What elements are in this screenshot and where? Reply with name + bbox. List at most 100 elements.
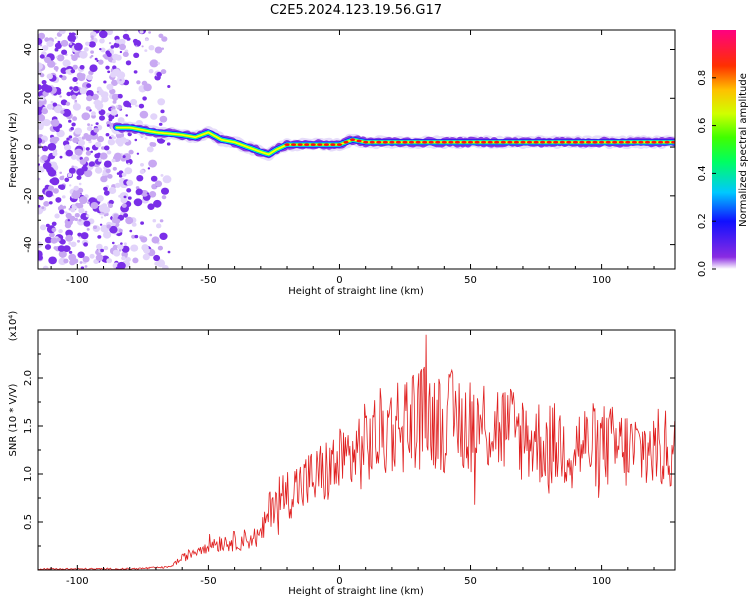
spectrogram-peak-point <box>461 140 467 144</box>
spectrogram-noise-speckle <box>77 136 82 141</box>
spectrogram-noise-speckle <box>69 184 72 187</box>
spectrogram-peak-point <box>671 140 675 144</box>
spectrogram-noise-speckle <box>139 110 149 119</box>
spectrogram-noise-speckle <box>79 196 88 205</box>
spectrogram-noise-speckle <box>83 242 88 247</box>
spectrogram-noise-speckle <box>103 190 110 196</box>
spectrogram-noise-speckle <box>81 112 91 121</box>
figure-title: C2E5.2024.123.19.56.G17 <box>270 3 442 18</box>
spectrogram-noise-speckle <box>152 219 157 223</box>
snr-y-tick-label: 0.5 <box>23 514 34 530</box>
spectrogram-noise-speckle <box>124 247 129 252</box>
colorbar-tick-label: 0.8 <box>697 70 708 86</box>
spectrogram-noise-speckle <box>64 144 72 151</box>
spectrogram-noise-speckle <box>133 198 143 207</box>
spectrogram-peak-point <box>382 140 388 144</box>
spectrogram-noise-speckle <box>113 213 119 219</box>
spectrogram-x-tick-label: 0 <box>336 275 342 286</box>
spectrogram-peak-point <box>323 143 329 147</box>
spectrogram-noise-speckle <box>77 251 85 259</box>
spectrogram-noise-speckle <box>99 38 105 44</box>
spectrogram-noise-speckle <box>68 250 73 254</box>
spectrogram-noise-speckle <box>95 254 104 262</box>
spectrogram-noise-speckle <box>103 80 107 84</box>
spectrogram-noise-speckle <box>78 207 85 214</box>
spectrogram-peak-point <box>553 140 559 144</box>
spectrogram-noise-speckle <box>52 188 59 194</box>
spectrogram-noise-speckle <box>107 174 113 179</box>
spectrogram-noise-speckle <box>82 256 90 263</box>
spectrogram-noise-speckle <box>117 93 123 99</box>
spectrogram-noise-speckle <box>89 64 98 72</box>
spectrogram-noise-speckle <box>90 150 93 153</box>
spectrogram-noise-speckle <box>158 33 164 38</box>
spectrogram-peak-point <box>520 140 526 144</box>
spectrogram-peak-point <box>317 143 323 147</box>
spectrogram-noise-speckle <box>118 249 122 252</box>
spectrogram-noise-speckle <box>105 50 111 55</box>
spectrogram-noise-speckle <box>61 175 65 178</box>
spectrogram-noise-speckle <box>157 245 163 251</box>
spectrogram-noise-speckle <box>149 59 159 68</box>
spectrogram-noise-speckle <box>71 122 76 127</box>
spectrogram-noise-speckle <box>133 70 138 74</box>
spectrogram-noise-speckle <box>48 256 57 265</box>
spectrogram-noise-speckle <box>79 50 88 59</box>
spectrogram-noise-speckle <box>50 161 58 168</box>
spectrogram-peak-point <box>284 143 290 147</box>
spectrogram-peak-point <box>494 140 500 144</box>
snr-y-tick-label: 1.5 <box>23 418 34 434</box>
spectrogram-noise-speckle <box>123 242 127 246</box>
spectrogram-noise-speckle <box>136 175 144 182</box>
spectrogram-noise-speckle <box>158 122 163 126</box>
spectrogram-noise-speckle <box>58 30 66 35</box>
spectrogram-noise-speckle <box>103 245 109 251</box>
spectrogram-noise-speckle <box>38 143 42 149</box>
spectrogram-noise-speckle <box>50 177 60 186</box>
spectrogram-peak-point <box>507 140 513 144</box>
spectrogram-noise-speckle <box>160 109 165 114</box>
spectrogram-noise-speckle <box>96 243 103 250</box>
spectrogram-noise-speckle <box>97 135 104 143</box>
spectrogram-noise-speckle <box>79 65 85 70</box>
spectrogram-noise-speckle <box>94 167 103 174</box>
spectrogram-noise-speckle <box>42 45 49 51</box>
snr-y-tick-label: 2.0 <box>23 370 34 386</box>
spectrogram-noise-speckle <box>38 37 43 46</box>
spectrogram-noise-speckle <box>38 195 44 201</box>
spectrogram-noise-speckle <box>143 83 152 92</box>
spectrogram-noise-speckle <box>41 80 47 85</box>
spectrogram-noise-speckle <box>126 37 131 41</box>
spectrogram-noise-speckle <box>68 135 73 139</box>
spectrogram-noise-speckle <box>86 228 90 231</box>
spectrogram-noise-speckle <box>42 265 49 269</box>
spectrogram-noise-speckle <box>99 48 102 51</box>
spectrogram-noise-speckle <box>99 115 105 121</box>
spectrogram-noise-speckle <box>100 175 108 183</box>
spectrogram-noise-speckle <box>115 39 120 44</box>
spectrogram-noise-speckle <box>42 119 51 127</box>
spectrogram-noise-speckle <box>78 218 82 222</box>
spectrogram-peak-point <box>546 140 552 144</box>
spectrogram-noise-speckle <box>105 168 111 174</box>
spectrogram-x-tick-label: -50 <box>200 275 216 286</box>
spectrogram-noise-speckle <box>135 104 138 107</box>
spectrogram-noise-speckle <box>90 54 94 58</box>
spectrogram-noise-speckle <box>86 74 93 81</box>
spectrogram-noise-speckle <box>105 133 110 137</box>
spectrogram-peak-point <box>435 140 441 144</box>
spectrogram-noise-speckle <box>73 185 79 191</box>
spectrogram-noise-speckle <box>157 62 161 65</box>
spectrogram-noise-speckle <box>67 173 73 178</box>
spectrogram-panel: -100 -50 0 50 100 -40 -20 0 20 40 Height of stra… <box>8 29 676 297</box>
spectrogram-noise-speckle <box>161 187 169 195</box>
spectrogram-noise-speckle <box>159 219 164 223</box>
spectrogram-noise-speckle <box>56 54 65 62</box>
spectrogram-noise-speckle <box>107 70 111 74</box>
spectrogram-noise-speckle <box>106 30 113 36</box>
spectrogram-noise-speckle <box>151 236 160 244</box>
spectrogram-noise-speckle <box>135 188 143 196</box>
spectrogram-noise-speckle <box>78 182 82 186</box>
spectrogram-noise-speckle <box>101 146 105 150</box>
